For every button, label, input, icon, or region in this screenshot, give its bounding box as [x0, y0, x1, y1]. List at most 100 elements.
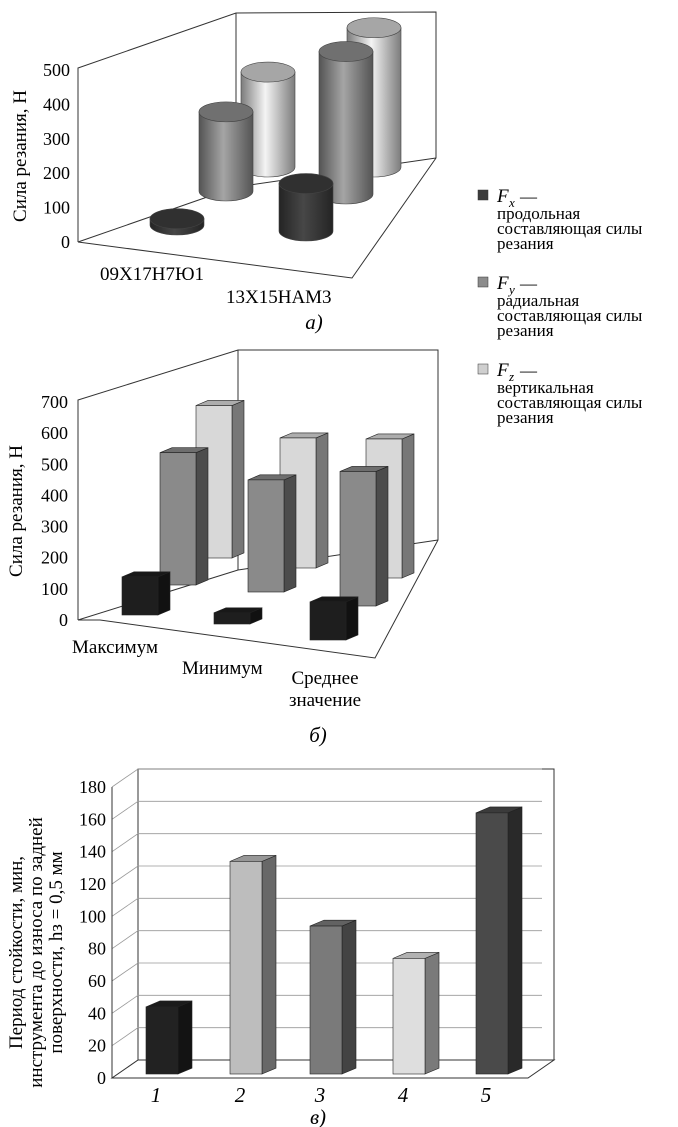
legend-dash: — [519, 274, 538, 293]
bar-F_x-1-front [213, 612, 251, 625]
bar-F_x-1-body [278, 183, 334, 242]
bar-F_y-0 [159, 447, 209, 586]
bar-F_x-1-top [278, 173, 334, 194]
bar-5-side [507, 806, 523, 1075]
gridline [111, 768, 542, 788]
x-category-label: 3 [314, 1083, 326, 1107]
legend-text: резания [497, 408, 554, 427]
bar-F_y-1 [247, 474, 297, 593]
legend-dash: — [519, 361, 538, 380]
y-tick-label: 400 [43, 94, 70, 114]
y-tick-label: 200 [41, 548, 68, 568]
bar-1-side [177, 1000, 193, 1075]
bar-1 [145, 1000, 193, 1075]
bar-5-front [475, 812, 509, 1075]
legend-dash: — [519, 187, 538, 206]
x-category-label: 4 [398, 1083, 409, 1107]
bar-F_y-0 [198, 101, 254, 202]
bar-4 [392, 952, 440, 1075]
legend-swatch [477, 363, 489, 375]
y-tick-label: 300 [41, 517, 68, 537]
gridline [111, 833, 542, 852]
bar-4-front [392, 958, 426, 1075]
legend-text: составляющая силы [497, 393, 643, 412]
y-tick-label: 180 [79, 777, 106, 797]
bar-F_y-2-front [339, 471, 377, 607]
bar-2-side [261, 855, 277, 1075]
bar-F_z-0-side [231, 400, 245, 559]
y-tick-label: 40 [88, 1003, 106, 1023]
bar-F_y-2-side [375, 465, 389, 607]
legend-symbol: F [496, 186, 509, 207]
floor [110, 1059, 556, 1079]
x-category-label: 09Х17Н7Ю1 [100, 264, 204, 285]
legend-subscript: x [508, 195, 515, 210]
legend-text: составляющая силы [497, 306, 643, 325]
legend-text: радиальная [497, 291, 579, 310]
legend-text: продольная [497, 204, 580, 223]
bar-F_y-2 [339, 465, 389, 607]
y-tick-label: 0 [97, 1068, 106, 1088]
x-category-label: Максимум [72, 637, 158, 658]
bar-F_y-1-front [247, 479, 285, 593]
x-category-label: 1 [151, 1083, 162, 1107]
bar-2 [229, 855, 277, 1075]
bar-F_x-0 [149, 208, 205, 236]
y-tick-label: 500 [41, 454, 68, 474]
y-tick-label: 100 [79, 906, 106, 926]
y-axis-label: инструмента до износа по задней [26, 817, 47, 1088]
bar-F_y-0-top [198, 101, 254, 123]
x-category-label: 2 [235, 1083, 246, 1107]
legend-text: вертикальная [497, 378, 594, 397]
bar-F_z-0-top [240, 61, 296, 83]
legend-swatch [477, 189, 489, 201]
bar-3-front [309, 925, 343, 1075]
x-category-label: Минимум [182, 658, 263, 679]
y-tick-label: 140 [79, 842, 106, 862]
y-tick-label: 400 [41, 485, 68, 505]
y-axis-label: Сила резания, Н [10, 90, 31, 222]
legend-swatch [477, 276, 489, 288]
y-tick-label: 0 [59, 610, 68, 630]
x-category-label: 13Х15НАМ3 [226, 287, 332, 308]
chart-v: 0 20 40 60 80 100 120 140 160 180 1 2 3 4 5 в) Период ст… [6, 768, 556, 1127]
bar-F_x-0-front [121, 576, 159, 616]
y-tick-label: 100 [43, 198, 70, 218]
chart-a: 0 100 200 300 400 500 Сила резания, Н 09Х17Н7Ю1… [10, 11, 437, 334]
bar-F_x-0-top [149, 208, 205, 229]
legend-text: резания [497, 234, 554, 253]
frame [77, 349, 439, 659]
y-tick-label: 500 [43, 60, 70, 80]
bar-F_y-0-body [198, 111, 254, 202]
legend-subscript: y [507, 282, 515, 297]
y-axis-label: Сила резания, Н [6, 445, 27, 577]
y-tick-label: 80 [88, 939, 106, 959]
frame [77, 11, 437, 279]
bar-F_y-1-side [283, 474, 297, 593]
legend-symbol: F [496, 273, 509, 294]
bar-F_z-2-side [401, 433, 415, 579]
bar-3-side [341, 919, 357, 1075]
gridline [111, 930, 542, 949]
y-tick-label: 200 [43, 163, 70, 183]
y-tick-label: 100 [41, 579, 68, 599]
gridline [111, 865, 542, 885]
bar-F_x-1 [213, 607, 263, 625]
x-category-label: Среднее [291, 668, 358, 689]
chart-caption: а) [305, 310, 323, 334]
y-axis-label: Период стойкости, мин, [6, 856, 27, 1049]
legend-text: составляющая силы [497, 219, 643, 238]
x-category-label: значение [289, 690, 361, 711]
bar-F_x-2 [309, 596, 359, 641]
bar-F_x-0 [121, 571, 171, 616]
y-axis-label: поверхности, hз = 0,5 мм [46, 851, 67, 1053]
y-tick-label: 600 [41, 423, 68, 443]
bar-3 [309, 919, 357, 1075]
chart-b: 0 100 200 300 400 500 600 700 Сила резания, Н Мак… [6, 349, 439, 747]
bar-F_y-0-side [195, 447, 209, 586]
y-tick-label: 700 [41, 392, 68, 412]
bar-F_x-2-side [345, 596, 359, 641]
bar-F_y-1-top [318, 41, 374, 62]
